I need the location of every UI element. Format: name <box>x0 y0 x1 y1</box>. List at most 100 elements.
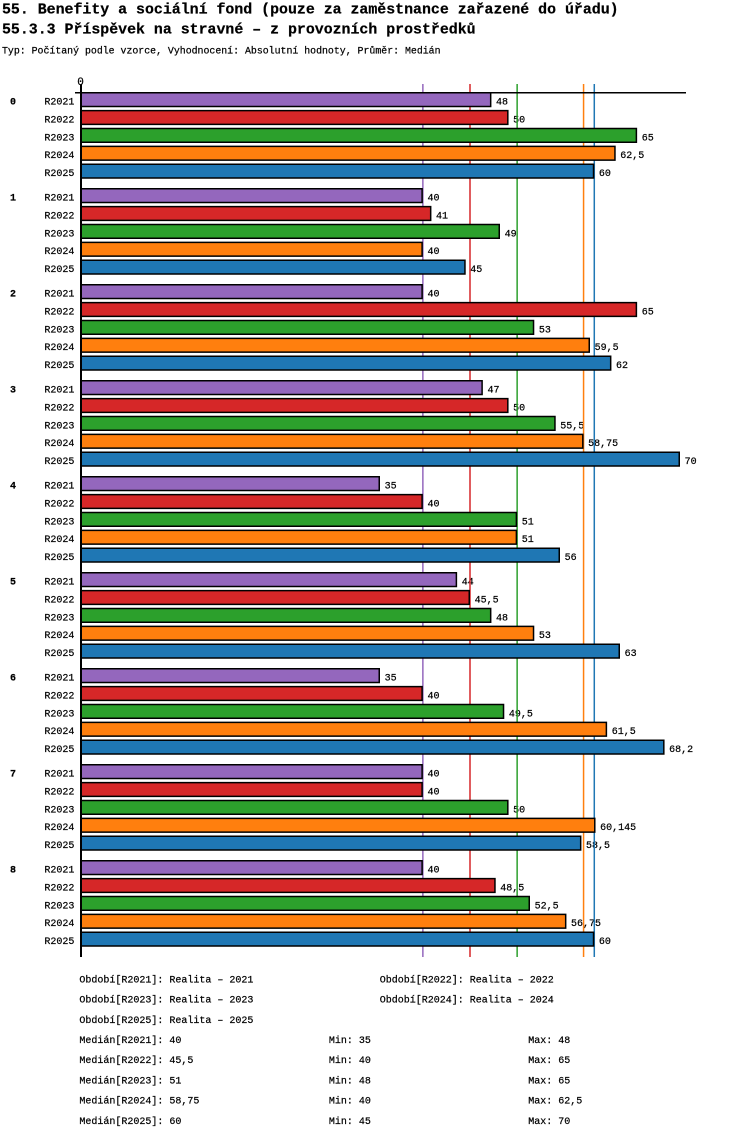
svg-text:51: 51 <box>522 535 534 546</box>
svg-text:50: 50 <box>513 115 525 126</box>
svg-text:R2023: R2023 <box>44 901 74 912</box>
svg-text:49: 49 <box>505 229 517 240</box>
svg-text:40: 40 <box>427 290 439 301</box>
svg-text:R2022: R2022 <box>44 115 74 126</box>
svg-text:Medián[R2025]: 60: Medián[R2025]: 60 <box>79 1116 181 1128</box>
svg-text:R2025: R2025 <box>44 553 74 564</box>
svg-text:Období[R2025]: Realita – 2025: Období[R2025]: Realita – 2025 <box>79 1015 253 1027</box>
svg-text:R2022: R2022 <box>44 499 74 510</box>
svg-text:50: 50 <box>513 805 525 816</box>
svg-text:7: 7 <box>10 770 16 781</box>
svg-text:48,5: 48,5 <box>500 883 524 894</box>
svg-text:Min: 40: Min: 40 <box>329 1096 371 1108</box>
svg-text:R2021: R2021 <box>44 194 74 205</box>
svg-text:R2023: R2023 <box>44 517 74 528</box>
svg-text:R2025: R2025 <box>44 169 74 180</box>
svg-text:R2021: R2021 <box>44 98 74 109</box>
svg-text:Období[R2021]: Realita – 2021: Období[R2021]: Realita – 2021 <box>79 974 253 986</box>
svg-text:Typ: Počítaný podle vzorce, Vy: Typ: Počítaný podle vzorce, Vyhodnocení:… <box>2 46 441 57</box>
svg-text:Medián[R2022]: 45,5: Medián[R2022]: 45,5 <box>79 1055 193 1067</box>
svg-text:61,5: 61,5 <box>612 727 636 738</box>
svg-text:55. Benefity a sociální fond (: 55. Benefity a sociální fond (pouze za z… <box>2 3 619 19</box>
svg-text:35: 35 <box>385 482 397 493</box>
svg-text:60,145: 60,145 <box>600 823 636 834</box>
svg-text:68,2: 68,2 <box>669 745 693 756</box>
svg-text:8: 8 <box>10 866 16 877</box>
svg-text:53: 53 <box>539 325 551 336</box>
svg-text:R2025: R2025 <box>44 361 74 372</box>
svg-text:R2025: R2025 <box>44 457 74 468</box>
svg-text:51: 51 <box>522 517 534 528</box>
svg-text:Max: 65: Max: 65 <box>528 1056 570 1067</box>
svg-text:48: 48 <box>496 613 508 624</box>
svg-text:5: 5 <box>10 578 16 589</box>
svg-text:56: 56 <box>565 553 577 564</box>
svg-text:0: 0 <box>77 77 84 89</box>
svg-text:40: 40 <box>427 691 439 702</box>
svg-text:3: 3 <box>10 386 16 397</box>
svg-text:58,75: 58,75 <box>588 439 618 450</box>
svg-text:Medián[R2024]: 58,75: Medián[R2024]: 58,75 <box>79 1096 199 1108</box>
svg-text:R2022: R2022 <box>44 691 74 702</box>
svg-text:53: 53 <box>539 631 551 642</box>
svg-text:Období[R2022]: Realita – 2022: Období[R2022]: Realita – 2022 <box>380 974 554 986</box>
svg-text:50: 50 <box>513 403 525 414</box>
svg-text:R2024: R2024 <box>44 151 74 162</box>
svg-text:52,5: 52,5 <box>535 901 559 912</box>
svg-text:Max: 62,5: Max: 62,5 <box>528 1097 582 1108</box>
svg-text:1: 1 <box>10 194 16 205</box>
svg-text:Období[R2024]: Realita – 2024: Období[R2024]: Realita – 2024 <box>380 995 554 1007</box>
svg-text:R2024: R2024 <box>44 631 74 642</box>
svg-text:R2023: R2023 <box>44 709 74 720</box>
svg-text:R2023: R2023 <box>44 805 74 816</box>
svg-text:70: 70 <box>685 457 697 468</box>
svg-text:R2024: R2024 <box>44 919 74 930</box>
svg-text:6: 6 <box>10 674 16 685</box>
svg-text:R2021: R2021 <box>44 386 74 397</box>
svg-text:0: 0 <box>10 98 16 109</box>
svg-text:R2024: R2024 <box>44 535 74 546</box>
svg-text:R2021: R2021 <box>44 290 74 301</box>
svg-text:Medián[R2021]: 40: Medián[R2021]: 40 <box>79 1035 181 1047</box>
svg-text:47: 47 <box>487 386 499 397</box>
svg-text:63: 63 <box>625 649 637 660</box>
svg-text:Min: 40: Min: 40 <box>329 1055 371 1067</box>
svg-text:R2021: R2021 <box>44 674 74 685</box>
svg-text:R2025: R2025 <box>44 841 74 852</box>
svg-text:R2021: R2021 <box>44 578 74 589</box>
svg-text:R2022: R2022 <box>44 403 74 414</box>
svg-text:41: 41 <box>436 211 448 222</box>
svg-text:Období[R2023]: Realita – 2023: Období[R2023]: Realita – 2023 <box>79 995 253 1007</box>
svg-text:65: 65 <box>642 307 654 318</box>
svg-text:R2023: R2023 <box>44 229 74 240</box>
svg-text:Max: 70: Max: 70 <box>528 1117 570 1128</box>
svg-text:R2024: R2024 <box>44 727 74 738</box>
svg-text:R2022: R2022 <box>44 787 74 798</box>
svg-text:R2022: R2022 <box>44 211 74 222</box>
svg-text:R2025: R2025 <box>44 745 74 756</box>
svg-text:44: 44 <box>462 578 474 589</box>
svg-text:40: 40 <box>427 499 439 510</box>
svg-text:62: 62 <box>616 361 628 372</box>
svg-text:R2023: R2023 <box>44 421 74 432</box>
svg-text:R2024: R2024 <box>44 823 74 834</box>
svg-text:60: 60 <box>599 937 611 948</box>
svg-text:40: 40 <box>427 787 439 798</box>
svg-text:R2022: R2022 <box>44 307 74 318</box>
svg-text:59,5: 59,5 <box>595 343 619 354</box>
svg-text:Min: 48: Min: 48 <box>329 1075 371 1087</box>
svg-text:Max: 65: Max: 65 <box>528 1076 570 1087</box>
svg-text:45,5: 45,5 <box>475 595 499 606</box>
svg-text:62,5: 62,5 <box>620 151 644 162</box>
svg-text:R2023: R2023 <box>44 613 74 624</box>
svg-text:R2023: R2023 <box>44 325 74 336</box>
svg-text:60: 60 <box>599 169 611 180</box>
svg-text:R2021: R2021 <box>44 866 74 877</box>
svg-text:R2021: R2021 <box>44 482 74 493</box>
svg-text:Min: 35: Min: 35 <box>329 1035 371 1047</box>
svg-text:55.3.3 Příspěvek na stravné –: 55.3.3 Příspěvek na stravné – z provozní… <box>2 23 476 39</box>
svg-text:Max: 48: Max: 48 <box>528 1036 570 1047</box>
svg-text:R2024: R2024 <box>44 439 74 450</box>
svg-text:4: 4 <box>10 482 16 493</box>
svg-text:55,5: 55,5 <box>560 421 584 432</box>
